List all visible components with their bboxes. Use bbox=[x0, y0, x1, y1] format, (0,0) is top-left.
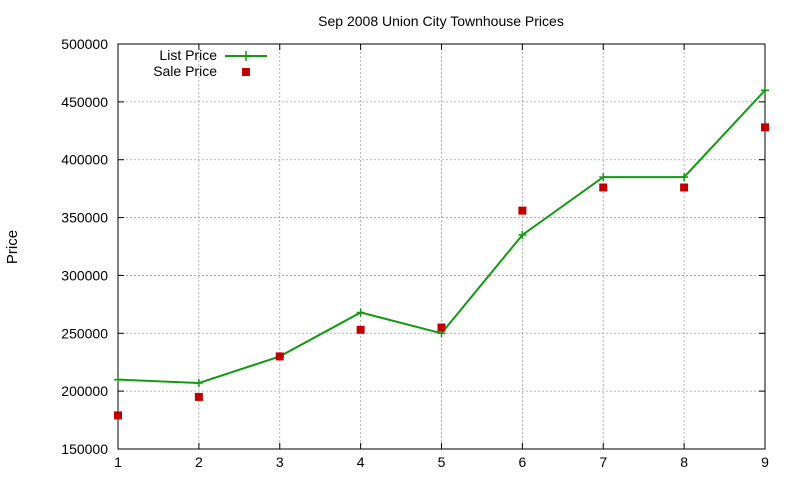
list-price-point bbox=[761, 86, 769, 95]
y-axis-label: Price bbox=[4, 230, 21, 264]
x-tick-label: 8 bbox=[680, 454, 688, 470]
chart-title: Sep 2008 Union City Townhouse Prices bbox=[318, 13, 564, 29]
x-tick-label: 2 bbox=[195, 454, 203, 470]
sale-price-point bbox=[194, 392, 203, 401]
y-tick-label: 350000 bbox=[61, 210, 108, 226]
x-tick-label: 7 bbox=[599, 454, 607, 470]
sale-price-point bbox=[275, 352, 284, 361]
series-layer bbox=[114, 86, 769, 420]
y-tick-label: 450000 bbox=[61, 94, 108, 110]
x-tick-label: 3 bbox=[276, 454, 284, 470]
legend-label-sale-price: Sale Price bbox=[153, 63, 217, 79]
sale-price-point bbox=[599, 183, 608, 192]
y-tick-label: 400000 bbox=[61, 152, 108, 168]
sale-price-point bbox=[761, 123, 769, 132]
x-tick-label: 6 bbox=[518, 454, 526, 470]
y-tick-label: 300000 bbox=[61, 267, 108, 283]
y-tick-label: 200000 bbox=[61, 383, 108, 399]
grid-layer bbox=[118, 44, 765, 449]
plot-frame bbox=[117, 43, 766, 450]
y-tick-label: 150000 bbox=[61, 441, 108, 457]
sale-price-point bbox=[114, 411, 122, 420]
y-tick-label: 250000 bbox=[61, 325, 108, 341]
list-price-point bbox=[599, 173, 608, 182]
x-tick-label: 5 bbox=[438, 454, 446, 470]
sale-price-point bbox=[518, 206, 527, 215]
legend-marker-list-price bbox=[241, 51, 251, 61]
x-tick-label: 9 bbox=[761, 454, 769, 470]
list-price-point bbox=[194, 379, 203, 388]
x-tick-label: 1 bbox=[114, 454, 122, 470]
list-price-point bbox=[518, 230, 527, 239]
list-price-point bbox=[356, 308, 365, 317]
legend-label-list-price: List Price bbox=[159, 47, 217, 63]
legend: List Price Sale Price bbox=[153, 47, 267, 79]
list-price-point bbox=[114, 375, 122, 384]
ticks-layer: 1500002000002500003000003500004000004500… bbox=[61, 36, 769, 470]
y-tick-label: 500000 bbox=[61, 36, 108, 52]
x-tick-label: 4 bbox=[357, 454, 365, 470]
list-price-point bbox=[680, 173, 689, 182]
legend-marker-sale-price bbox=[242, 68, 250, 76]
sale-price-point bbox=[680, 183, 689, 192]
sale-price-point bbox=[437, 323, 446, 332]
sale-price-point bbox=[356, 325, 365, 334]
